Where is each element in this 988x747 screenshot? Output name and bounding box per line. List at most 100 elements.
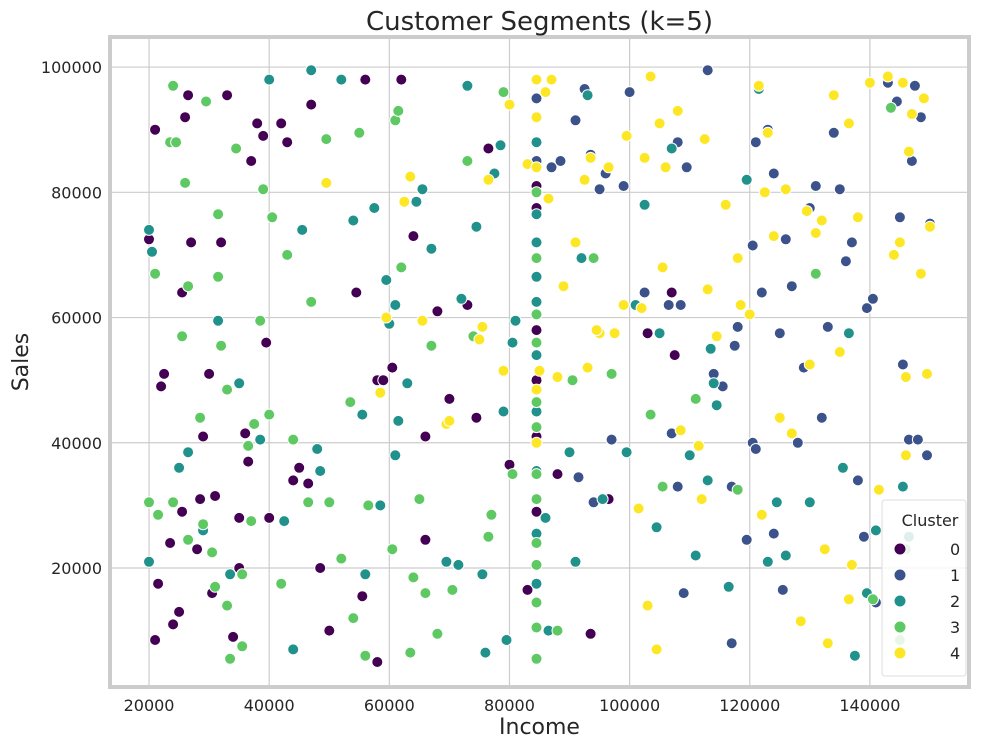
data-point-cluster-0: [530, 324, 543, 337]
y-tick-label: 100000: [41, 58, 102, 77]
data-point-cluster-0: [182, 89, 195, 102]
data-point-cluster-0: [251, 117, 264, 130]
data-point-cluster-0: [668, 349, 681, 362]
data-point-cluster-3: [353, 126, 366, 139]
data-point-cluster-2: [425, 242, 438, 255]
data-point-cluster-2: [335, 73, 348, 86]
data-point-cluster-2: [392, 414, 405, 427]
data-point-cluster-3: [809, 267, 822, 280]
data-point-cluster-4: [773, 411, 786, 424]
data-point-cluster-0: [197, 430, 210, 443]
data-point-cluster-1: [671, 480, 684, 493]
data-point-cluster-0: [179, 111, 192, 124]
data-point-cluster-0: [302, 477, 315, 490]
data-point-cluster-4: [821, 637, 834, 650]
data-point-cluster-4: [818, 543, 831, 556]
data-point-cluster-0: [395, 73, 408, 86]
data-point-cluster-2: [494, 139, 507, 152]
data-point-cluster-1: [617, 180, 630, 192]
data-point-cluster-0: [176, 505, 189, 518]
data-point-cluster-3: [344, 396, 357, 409]
data-point-cluster-3: [182, 280, 195, 293]
x-axis-label: Income: [499, 715, 580, 740]
data-point-cluster-3: [209, 580, 222, 593]
data-point-cluster-1: [674, 299, 687, 311]
data-point-cluster-3: [323, 496, 336, 509]
data-point-cluster-2: [479, 646, 492, 659]
data-point-cluster-4: [833, 346, 846, 358]
data-point-cluster-2: [254, 433, 267, 446]
data-point-cluster-2: [704, 342, 717, 355]
data-point-cluster-4: [800, 205, 813, 218]
data-point-cluster-2: [530, 577, 543, 590]
data-point-cluster-2: [278, 515, 291, 528]
data-point-cluster-2: [701, 474, 714, 487]
data-point-cluster-4: [872, 483, 885, 496]
data-point-cluster-4: [539, 86, 552, 99]
data-point-cluster-2: [389, 299, 402, 311]
data-point-cluster-0: [350, 286, 363, 299]
data-point-cluster-2: [539, 511, 552, 524]
x-tick-label: 120000: [719, 696, 780, 715]
data-point-cluster-3: [230, 142, 243, 155]
data-point-cluster-4: [881, 70, 894, 83]
data-point-cluster-3: [413, 493, 426, 506]
data-point-cluster-1: [866, 292, 879, 305]
data-point-cluster-0: [356, 590, 369, 603]
data-point-cluster-3: [530, 621, 543, 634]
data-point-cluster-4: [761, 126, 774, 139]
data-point-cluster-3: [224, 652, 237, 665]
data-point-cluster-0: [530, 505, 543, 518]
data-point-cluster-1: [767, 527, 780, 540]
data-point-cluster-0: [194, 493, 207, 506]
data-point-cluster-3: [530, 421, 543, 434]
data-point-cluster-2: [638, 198, 651, 211]
legend-title: Cluster: [902, 511, 959, 530]
data-point-cluster-4: [794, 615, 807, 628]
data-point-cluster-0: [584, 627, 597, 640]
data-point-cluster-2: [563, 446, 576, 459]
data-point-cluster-2: [761, 555, 774, 568]
data-point-cluster-2: [146, 245, 158, 258]
data-point-cluster-1: [791, 436, 804, 449]
data-point-cluster-4: [641, 599, 654, 612]
data-point-cluster-3: [266, 211, 279, 224]
data-point-cluster-4: [578, 173, 591, 186]
data-point-cluster-3: [530, 596, 543, 609]
data-point-cluster-4: [921, 367, 933, 380]
data-point-cluster-0: [521, 583, 534, 596]
data-point-cluster-1: [767, 167, 780, 180]
data-point-cluster-1: [839, 255, 852, 268]
data-point-cluster-2: [500, 634, 513, 646]
data-point-cluster-2: [380, 274, 393, 286]
data-point-cluster-1: [554, 155, 567, 167]
data-point-cluster-3: [530, 336, 543, 349]
data-point-cluster-1: [731, 320, 744, 333]
legend-label-4: 4: [950, 644, 960, 663]
data-point-cluster-3: [275, 577, 288, 590]
data-point-cluster-2: [707, 377, 720, 390]
data-point-cluster-2: [305, 64, 318, 77]
data-point-cluster-0: [221, 89, 234, 102]
y-tick-label: 80000: [51, 183, 102, 202]
data-point-cluster-4: [710, 330, 723, 343]
data-point-cluster-3: [206, 546, 219, 559]
data-point-cluster-4: [887, 248, 900, 261]
data-point-cluster-2: [665, 142, 678, 155]
data-point-cluster-3: [566, 374, 579, 387]
data-point-cluster-2: [182, 446, 195, 459]
plot-frame: [108, 35, 971, 689]
data-point-cluster-2: [740, 173, 753, 186]
chart-title: Customer Segments (k=5): [366, 7, 713, 37]
data-point-cluster-3: [143, 496, 155, 509]
data-point-cluster-4: [638, 151, 651, 164]
data-point-cluster-4: [752, 79, 765, 92]
data-point-cluster-3: [731, 483, 744, 496]
data-point-cluster-2: [416, 183, 429, 196]
data-point-cluster-4: [584, 151, 597, 164]
data-point-cluster-3: [530, 537, 543, 549]
data-point-cluster-1: [569, 114, 582, 127]
data-point-cluster-1: [545, 161, 558, 174]
data-point-cluster-2: [569, 555, 582, 568]
y-tick-labels: 20000 40000 60000 80000 100000: [41, 58, 102, 578]
